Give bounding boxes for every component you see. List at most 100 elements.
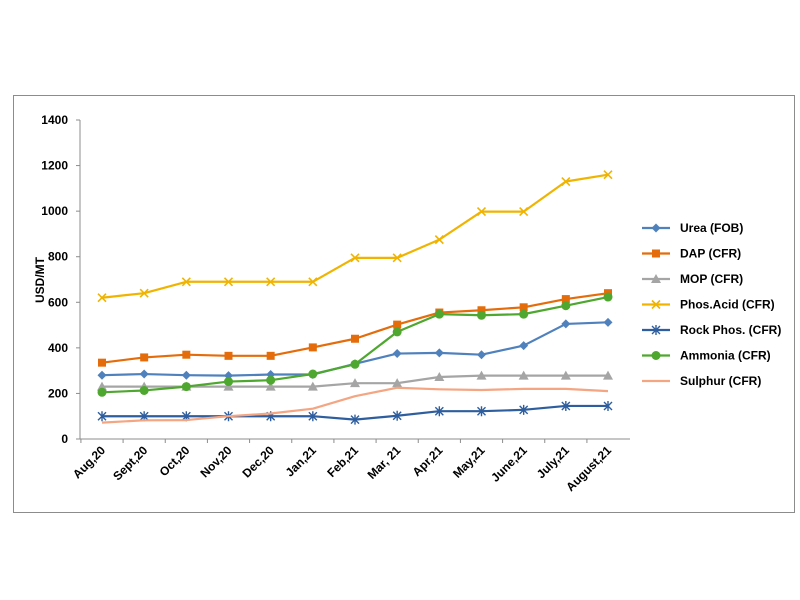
data-point-dap-cfr bbox=[393, 320, 402, 329]
data-point-urea-fob bbox=[603, 317, 613, 327]
x-tick-label: August,21 bbox=[563, 443, 614, 494]
legend-marker bbox=[651, 223, 661, 233]
data-point-ammonia-cfr bbox=[434, 309, 444, 319]
data-point-ammonia-cfr bbox=[224, 377, 233, 387]
data-point-dap-cfr bbox=[140, 353, 149, 362]
data-point-mop-cfr bbox=[350, 378, 360, 388]
data-point-rock-phos-cfr bbox=[97, 411, 107, 422]
legend-label: MOP (CFR) bbox=[680, 272, 743, 286]
data-point-urea-fob bbox=[392, 349, 402, 359]
data-point-ammonia-cfr bbox=[97, 387, 107, 397]
x-tick-label: Sept,20 bbox=[110, 443, 150, 483]
data-point-ammonia-cfr bbox=[477, 310, 486, 320]
y-tick-label: 200 bbox=[48, 386, 68, 400]
data-point-dap-cfr bbox=[477, 306, 486, 315]
data-point-rock-phos-cfr bbox=[392, 410, 402, 421]
data-point-ammonia-cfr bbox=[519, 309, 529, 319]
data-point-dap-cfr bbox=[266, 351, 275, 360]
data-point-urea-fob bbox=[181, 370, 191, 380]
legend-marker bbox=[652, 249, 660, 258]
data-point-dap-cfr bbox=[182, 350, 191, 359]
data-point-phos-acid-cfr bbox=[519, 207, 529, 217]
data-point-mop-cfr bbox=[97, 381, 107, 391]
x-tick-label: Dec,20 bbox=[240, 443, 277, 480]
y-axis-title: USD/MT bbox=[33, 256, 47, 303]
data-point-phos-acid-cfr bbox=[181, 277, 191, 287]
y-tick-label: 800 bbox=[48, 250, 68, 264]
legend-label: Ammonia (CFR) bbox=[680, 349, 771, 363]
x-tick-label: Nov,20 bbox=[198, 443, 235, 480]
data-point-urea-fob bbox=[561, 319, 571, 329]
data-point-ammonia-cfr bbox=[308, 369, 318, 379]
legend-item-mop-cfr: MOP (CFR) bbox=[642, 272, 743, 286]
data-point-phos-acid-cfr bbox=[350, 253, 360, 263]
series-urea-fob bbox=[97, 317, 613, 381]
data-point-dap-cfr bbox=[351, 334, 359, 343]
data-point-rock-phos-cfr bbox=[350, 414, 360, 425]
data-point-dap-cfr bbox=[561, 295, 570, 304]
data-point-dap-cfr bbox=[224, 351, 233, 360]
series-phos-acid-cfr bbox=[97, 170, 613, 303]
y-tick-label: 1000 bbox=[41, 204, 68, 218]
data-point-phos-acid-cfr bbox=[97, 293, 107, 303]
data-point-ammonia-cfr bbox=[181, 382, 191, 392]
data-point-urea-fob bbox=[97, 370, 107, 380]
series-sulphur-cfr bbox=[101, 386, 609, 424]
legend-label: Urea (FOB) bbox=[680, 221, 743, 235]
data-point-mop-cfr bbox=[265, 381, 276, 391]
data-point-dap-cfr bbox=[98, 358, 106, 367]
data-point-urea-fob bbox=[519, 341, 529, 351]
data-point-rock-phos-cfr bbox=[477, 406, 486, 417]
chart-legend: Urea (FOB) DAP (CFR) MOP (CFR) Phos.Acid (C… bbox=[642, 221, 781, 388]
data-point-phos-acid-cfr bbox=[266, 277, 276, 287]
series-line-dap-cfr bbox=[101, 292, 609, 364]
data-point-ammonia-cfr bbox=[603, 292, 613, 302]
legend-item-urea-fob: Urea (FOB) bbox=[642, 221, 743, 235]
legend-item-sulphur-cfr: Sulphur (CFR) bbox=[642, 374, 761, 388]
x-tick-label: Jan,21 bbox=[283, 443, 320, 480]
data-point-phos-acid-cfr bbox=[139, 288, 149, 298]
data-point-mop-cfr bbox=[392, 378, 403, 388]
data-point-rock-phos-cfr bbox=[519, 404, 529, 415]
legend-marker bbox=[651, 351, 661, 360]
x-tick-label: Apr,21 bbox=[410, 443, 446, 479]
data-point-urea-fob bbox=[477, 350, 486, 360]
data-point-mop-cfr bbox=[518, 370, 529, 380]
data-point-mop-cfr bbox=[223, 381, 234, 391]
legend-label: Phos.Acid (CFR) bbox=[680, 298, 775, 312]
x-tick-label: July,21 bbox=[534, 443, 572, 481]
legend-marker bbox=[651, 325, 661, 335]
data-point-mop-cfr bbox=[560, 370, 571, 380]
legend-marker bbox=[651, 274, 661, 283]
data-point-rock-phos-cfr bbox=[434, 406, 444, 417]
data-point-urea-fob bbox=[434, 348, 444, 358]
y-tick-label: 1400 bbox=[41, 113, 68, 127]
data-point-ammonia-cfr bbox=[561, 301, 571, 311]
series-ammonia-cfr bbox=[97, 292, 613, 397]
legend-item-phos-acid-cfr: Phos.Acid (CFR) bbox=[642, 298, 775, 312]
data-point-ammonia-cfr bbox=[350, 359, 360, 369]
data-point-ammonia-cfr bbox=[266, 375, 276, 385]
x-tick-label: Feb,21 bbox=[324, 443, 361, 480]
chart-series-layer bbox=[97, 170, 613, 425]
data-point-ammonia-cfr bbox=[139, 385, 149, 395]
legend-marker bbox=[651, 299, 661, 310]
data-point-phos-acid-cfr bbox=[603, 170, 613, 180]
data-point-dap-cfr bbox=[519, 303, 528, 312]
y-tick-label: 1200 bbox=[41, 159, 68, 173]
data-point-mop-cfr bbox=[603, 370, 613, 380]
series-line-phos-acid-cfr bbox=[101, 173, 609, 299]
x-tick-label: June,21 bbox=[488, 443, 530, 485]
y-tick-label: 400 bbox=[48, 341, 68, 355]
data-point-phos-acid-cfr bbox=[392, 253, 402, 263]
data-point-ammonia-cfr bbox=[392, 327, 402, 337]
x-tick-label: Oct,20 bbox=[157, 443, 193, 479]
series-dap-cfr bbox=[98, 289, 612, 367]
series-line-sulphur-cfr bbox=[101, 386, 609, 424]
data-point-phos-acid-cfr bbox=[434, 235, 444, 245]
legend-item-rock-phos-cfr: Rock Phos. (CFR) bbox=[642, 323, 781, 337]
data-point-rock-phos-cfr bbox=[561, 400, 571, 411]
data-point-urea-fob bbox=[139, 369, 149, 379]
data-point-rock-phos-cfr bbox=[308, 411, 318, 422]
